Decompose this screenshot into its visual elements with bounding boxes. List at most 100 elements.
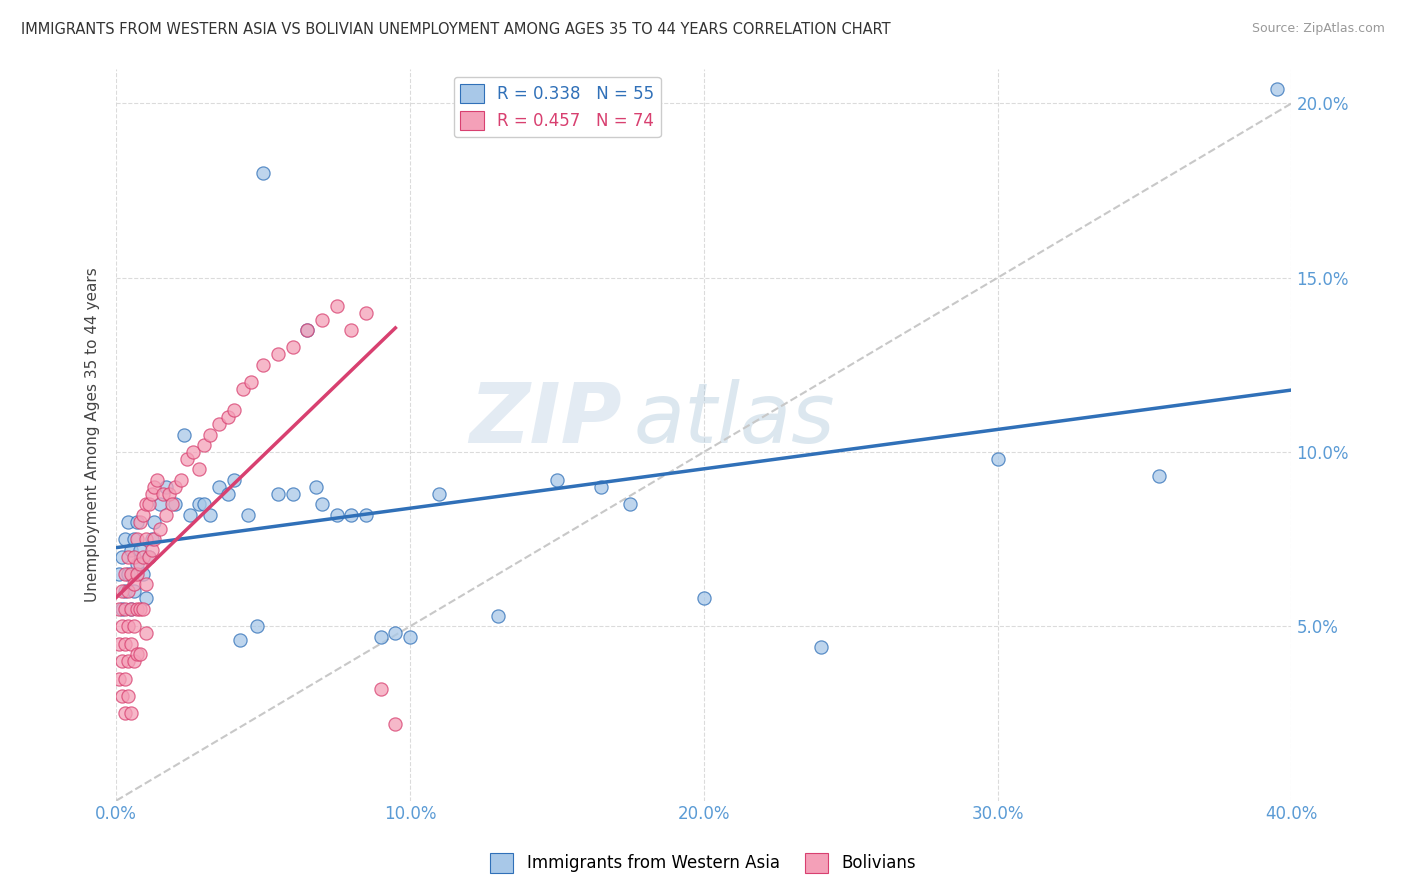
Point — [163, 497, 186, 511]
Point — [208, 480, 231, 494]
Point — [200, 508, 222, 522]
Point — [281, 487, 304, 501]
Point — [111, 654, 134, 668]
Point — [117, 515, 139, 529]
Point — [693, 591, 716, 606]
Point — [114, 672, 136, 686]
Point — [157, 487, 180, 501]
Point — [246, 619, 269, 633]
Point — [170, 473, 193, 487]
Point — [141, 542, 163, 557]
Point — [222, 473, 245, 487]
Point — [297, 323, 319, 337]
Point — [252, 358, 274, 372]
Point — [141, 487, 163, 501]
Point — [135, 532, 157, 546]
Point — [114, 706, 136, 721]
Point — [108, 637, 131, 651]
Point — [1265, 82, 1288, 96]
Point — [187, 462, 209, 476]
Point — [128, 557, 150, 571]
Point — [117, 689, 139, 703]
Point — [128, 647, 150, 661]
Point — [111, 619, 134, 633]
Point — [354, 508, 377, 522]
Point — [325, 508, 347, 522]
Point — [120, 706, 142, 721]
Point — [155, 480, 177, 494]
Point — [325, 299, 347, 313]
Point — [311, 312, 333, 326]
Point — [128, 542, 150, 557]
Point — [200, 427, 222, 442]
Point — [111, 689, 134, 703]
Point — [193, 438, 215, 452]
Legend: Immigrants from Western Asia, Bolivians: Immigrants from Western Asia, Bolivians — [484, 847, 922, 880]
Point — [987, 452, 1010, 467]
Point — [111, 584, 134, 599]
Point — [143, 480, 166, 494]
Text: atlas: atlas — [633, 379, 835, 460]
Point — [120, 602, 142, 616]
Point — [1149, 469, 1171, 483]
Point — [132, 549, 155, 564]
Point — [117, 619, 139, 633]
Point — [384, 717, 406, 731]
Point — [810, 640, 832, 655]
Point — [193, 497, 215, 511]
Point — [149, 522, 172, 536]
Point — [546, 473, 568, 487]
Point — [122, 619, 145, 633]
Point — [297, 323, 319, 337]
Point — [281, 340, 304, 354]
Point — [176, 452, 198, 467]
Point — [429, 487, 451, 501]
Point — [240, 376, 263, 390]
Point — [135, 497, 157, 511]
Point — [117, 654, 139, 668]
Point — [108, 567, 131, 582]
Point — [160, 497, 183, 511]
Point — [232, 382, 254, 396]
Text: Source: ZipAtlas.com: Source: ZipAtlas.com — [1251, 22, 1385, 36]
Point — [217, 410, 239, 425]
Point — [128, 515, 150, 529]
Point — [267, 347, 290, 361]
Point — [155, 508, 177, 522]
Point — [120, 602, 142, 616]
Point — [111, 602, 134, 616]
Point — [114, 567, 136, 582]
Point — [173, 427, 195, 442]
Point — [187, 497, 209, 511]
Point — [125, 647, 148, 661]
Point — [222, 403, 245, 417]
Point — [138, 549, 160, 564]
Point — [141, 532, 163, 546]
Point — [122, 549, 145, 564]
Point — [399, 630, 422, 644]
Point — [135, 626, 157, 640]
Point — [122, 584, 145, 599]
Point — [132, 508, 155, 522]
Point — [149, 497, 172, 511]
Point — [122, 577, 145, 591]
Point — [120, 542, 142, 557]
Point — [135, 577, 157, 591]
Point — [340, 508, 363, 522]
Point — [486, 608, 509, 623]
Point — [354, 305, 377, 319]
Y-axis label: Unemployment Among Ages 35 to 44 years: Unemployment Among Ages 35 to 44 years — [86, 268, 100, 602]
Point — [117, 567, 139, 582]
Point — [152, 487, 174, 501]
Point — [228, 633, 250, 648]
Point — [252, 166, 274, 180]
Point — [589, 480, 612, 494]
Point — [238, 508, 260, 522]
Point — [111, 549, 134, 564]
Point — [143, 515, 166, 529]
Point — [340, 323, 363, 337]
Point — [125, 602, 148, 616]
Point — [125, 557, 148, 571]
Legend: R = 0.338   N = 55, R = 0.457   N = 74: R = 0.338 N = 55, R = 0.457 N = 74 — [454, 77, 661, 137]
Point — [114, 602, 136, 616]
